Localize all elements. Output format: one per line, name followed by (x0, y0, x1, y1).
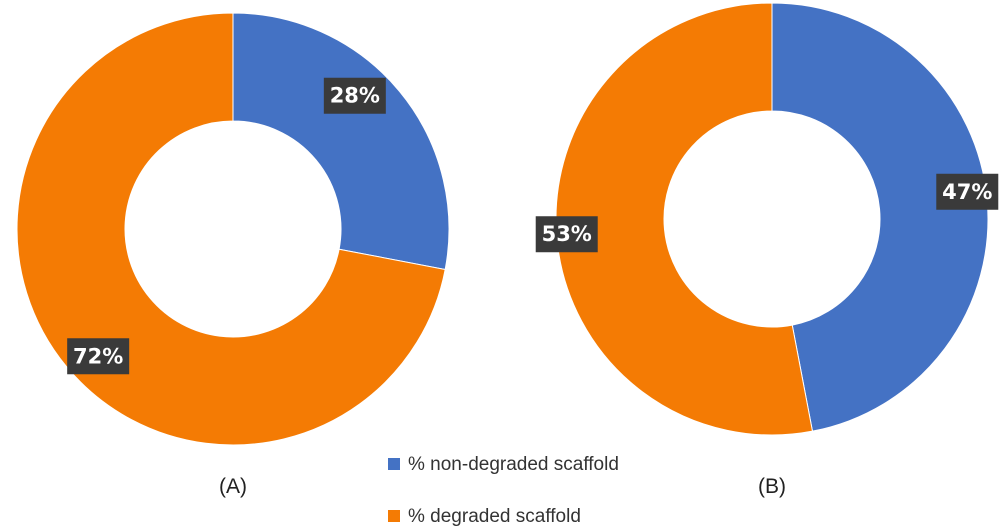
slice-label-a-0: 28% (323, 77, 386, 114)
slice-label-b-0: 47% (936, 173, 999, 210)
slice-label-box (535, 216, 598, 253)
slice-label-a-1: 72% (67, 338, 130, 375)
donut-chart-a: 28% 72% (16, 12, 450, 446)
slice-label-box (936, 173, 999, 210)
legend-swatch-non-degraded (388, 458, 400, 470)
panel-label-b: (B) (758, 475, 786, 498)
slice-non-degraded-a (232, 12, 450, 271)
slice-degraded-a (16, 12, 446, 446)
legend-swatch-degraded (388, 510, 400, 522)
slice-non-degraded-b (771, 2, 989, 432)
legend-label-non-degraded: % non-degraded scaffold (408, 454, 619, 475)
donut-chart-b: 47% 53% (535, 2, 999, 436)
slice-value-label: 28% (330, 84, 380, 108)
slice-value-label: 72% (73, 344, 123, 368)
slice-label-box (67, 338, 130, 375)
slice-degraded-b (555, 2, 814, 436)
slice-label-b-1: 53% (535, 216, 598, 253)
slice-value-label: 53% (542, 222, 592, 246)
slice-label-box (323, 77, 386, 114)
legend-label-degraded: % degraded scaffold (408, 506, 581, 527)
slice-value-label: 47% (942, 180, 992, 204)
legend: % non-degraded scaffold % degraded scaff… (388, 454, 619, 527)
panel-label-a: (A) (219, 475, 247, 498)
